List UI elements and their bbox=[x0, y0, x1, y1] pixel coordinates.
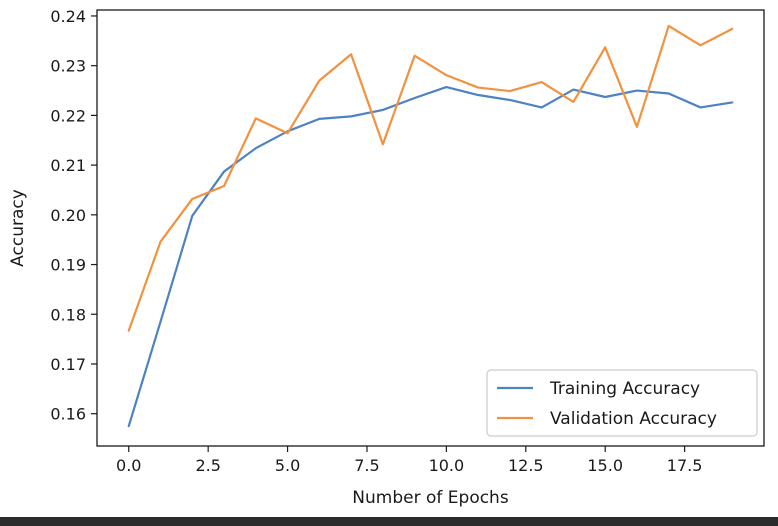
legend-label: Validation Accuracy bbox=[550, 409, 717, 429]
y-tick-label: 0.21 bbox=[50, 156, 86, 175]
x-tick-label: 12.5 bbox=[508, 456, 544, 475]
x-axis-label: Number of Epochs bbox=[352, 488, 509, 508]
lines-layer bbox=[127, 24, 734, 428]
legend-label: Training Accuracy bbox=[549, 379, 700, 399]
frame-layer bbox=[96, 9, 765, 447]
legend: Training Accuracy Validation Accuracy bbox=[486, 369, 758, 437]
x-tick-label: 10.0 bbox=[429, 456, 465, 475]
y-tick-label: 0.17 bbox=[50, 355, 86, 374]
x-tick-label: 2.5 bbox=[195, 456, 220, 475]
x-tick-label: 5.0 bbox=[275, 456, 300, 475]
y-tick-label: 0.16 bbox=[50, 405, 86, 424]
x-tick-label: 7.5 bbox=[354, 456, 379, 475]
x-tick-label: 0.0 bbox=[116, 456, 141, 475]
legend-box bbox=[486, 369, 758, 437]
series-line-validation-accuracy bbox=[127, 24, 734, 332]
y-tick-label: 0.20 bbox=[50, 206, 86, 225]
window-bottom-bar bbox=[0, 517, 778, 526]
plot-frame bbox=[96, 9, 765, 447]
x-tick-label: 15.0 bbox=[587, 456, 623, 475]
y-tick-label: 0.24 bbox=[50, 7, 86, 26]
x-tick-label: 17.5 bbox=[667, 456, 703, 475]
axes-layer: 0.0 2.5 5.0 7.5 10.0 12.5 15.0 17.5 0.16 0.17 0.18… bbox=[50, 7, 702, 475]
series-line-training-accuracy bbox=[127, 85, 734, 428]
y-axis-label: Accuracy bbox=[8, 189, 28, 267]
y-tick-label: 0.19 bbox=[50, 256, 86, 275]
y-tick-label: 0.22 bbox=[50, 106, 86, 125]
y-tick-label: 0.18 bbox=[50, 305, 86, 324]
y-tick-label: 0.23 bbox=[50, 57, 86, 76]
